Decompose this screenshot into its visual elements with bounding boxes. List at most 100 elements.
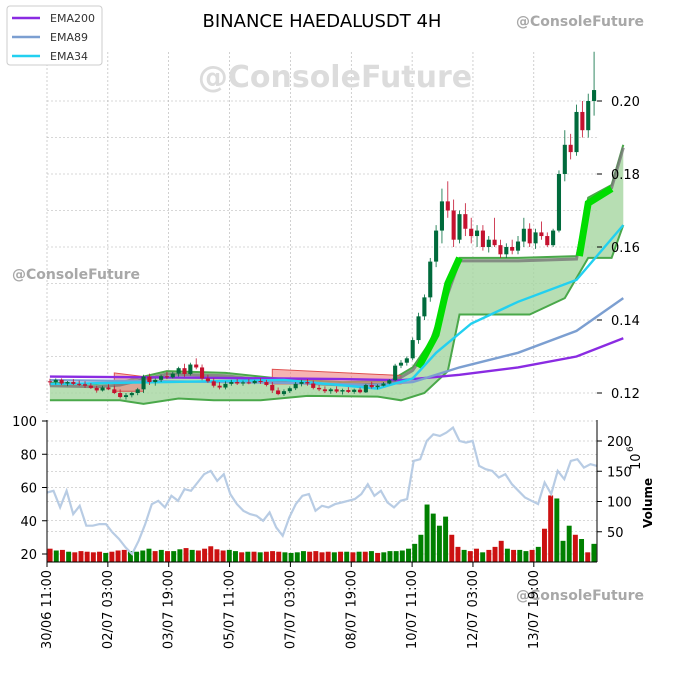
candle-body	[59, 379, 64, 384]
volume-bar	[90, 552, 96, 562]
volume-tick-label: 100	[607, 496, 632, 511]
candle-body	[311, 383, 316, 388]
volume-bar	[78, 551, 84, 562]
volume-bar	[486, 549, 492, 562]
x-tick-label: 03/07 19:00	[162, 570, 177, 649]
chart-title: BINANCE HAEDALUSDT 4H	[203, 11, 442, 32]
candle-body	[135, 389, 140, 393]
candle-body	[305, 382, 310, 384]
volume-bar	[579, 539, 585, 562]
candle-body	[47, 381, 52, 383]
candle-body	[551, 230, 556, 246]
watermark-left: @ConsoleFuture	[12, 267, 140, 283]
candle-body	[281, 391, 287, 395]
candle-body	[457, 214, 462, 240]
candle-body	[381, 383, 386, 386]
candle-body	[141, 376, 146, 390]
candle-body	[200, 367, 205, 379]
candle-body	[352, 389, 357, 392]
candle-body	[299, 382, 304, 384]
candle-body	[521, 228, 526, 242]
cloud-fill	[49, 144, 624, 404]
volume-bar	[511, 549, 517, 562]
volume-bar	[97, 551, 102, 562]
candle-body	[422, 297, 427, 317]
volume-bar	[566, 525, 572, 562]
volume-bar	[560, 540, 566, 562]
volume-bar	[331, 552, 337, 562]
volume-bar	[53, 550, 59, 562]
candle-body	[504, 247, 509, 255]
candle-body	[398, 362, 404, 366]
volume-bar	[424, 504, 430, 562]
volume-bar	[288, 552, 294, 562]
volume-bar	[319, 552, 325, 562]
candle-body	[498, 245, 503, 255]
candle-body	[328, 389, 333, 392]
volume-bar	[195, 550, 201, 562]
candle-body	[586, 101, 591, 131]
volume-bar	[375, 552, 381, 562]
x-tick-label: 13/07 19:00	[527, 570, 542, 649]
x-tick-label: 07/07 03:00	[283, 570, 298, 649]
candle-body	[159, 376, 164, 380]
volume-bar	[461, 549, 467, 562]
volume-bar	[103, 552, 109, 562]
volume-bar	[189, 549, 195, 562]
candle-body	[270, 384, 275, 391]
volume-bar	[276, 551, 282, 562]
x-tick-label: 08/07 19:00	[344, 570, 359, 649]
volume-bar	[381, 552, 387, 562]
rsi-tick-label: 20	[20, 548, 37, 563]
volume-bar	[307, 551, 313, 562]
x-tick-label: 10/07 11:00	[405, 570, 420, 649]
candle-body	[434, 230, 439, 262]
candle-body	[533, 232, 538, 244]
x-tick-label: 12/07 03:00	[466, 570, 481, 649]
price-tick-label: 0.18	[611, 168, 640, 183]
candle-body	[276, 390, 281, 395]
volume-bar	[177, 549, 183, 562]
candle-body	[375, 385, 380, 388]
volume-bar	[59, 549, 65, 562]
rsi-tick-label: 60	[20, 482, 37, 497]
volume-bar	[202, 548, 208, 562]
volume-bar	[542, 528, 547, 562]
volume-bar	[344, 551, 350, 562]
price-tick-label: 0.14	[611, 314, 640, 329]
candle-body	[562, 144, 567, 174]
volume-bar	[226, 549, 232, 562]
legend: EMA200 EMA89 EMA34	[6, 5, 103, 66]
volume-bar	[66, 551, 72, 562]
candle-body	[480, 230, 485, 247]
candle-body	[77, 383, 82, 385]
candle-body	[539, 232, 544, 237]
volume-bar	[572, 534, 578, 562]
volume-bar	[406, 548, 411, 562]
volume-bar	[449, 534, 455, 562]
volume-bar	[72, 552, 78, 562]
volume-bar	[418, 534, 424, 562]
volume-bar	[517, 549, 523, 562]
candle-body	[170, 373, 175, 378]
candle-body	[223, 383, 228, 388]
candle-body	[88, 385, 93, 388]
rsi-tick-label: 100	[12, 415, 37, 430]
volume-bar	[430, 513, 436, 562]
volume-bar	[591, 543, 597, 562]
volume-bar	[251, 551, 257, 562]
volume-bar	[214, 549, 220, 562]
volume-bar	[152, 551, 158, 562]
candle-body	[510, 247, 515, 251]
volume-bar	[146, 548, 152, 562]
candle-body	[340, 390, 345, 392]
volume-tick-label: 200	[607, 435, 632, 450]
price-tick-label: 0.16	[611, 241, 640, 256]
candle-body	[129, 393, 134, 396]
rsi-tick-label: 40	[20, 515, 37, 530]
volume-bar	[474, 548, 479, 562]
ema34-line	[49, 224, 625, 390]
candle-body	[592, 90, 597, 101]
candle-body	[246, 382, 251, 384]
